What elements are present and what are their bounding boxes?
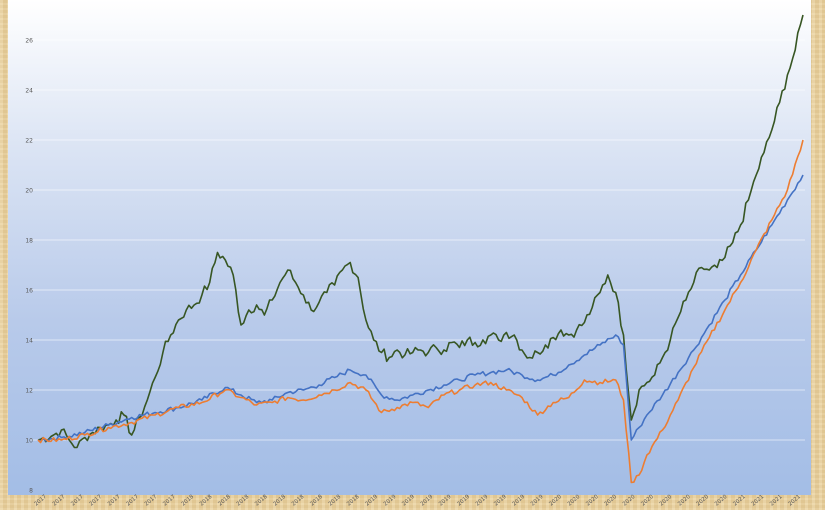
x-tick-label: 2017: [144, 494, 159, 508]
x-tick-label: 2019: [420, 494, 435, 508]
x-tick-label: 2020: [567, 494, 582, 508]
x-tick-label: 2018: [236, 494, 251, 508]
x-tick-label: 2020: [640, 494, 655, 508]
x-tick-label: 2018: [254, 494, 269, 508]
x-tick-label: 2020: [695, 494, 710, 508]
plot-area: [8, 0, 811, 495]
series-line-2: [37, 174, 804, 443]
y-tick-label: 18: [25, 238, 33, 245]
series-line-3: [37, 139, 804, 484]
y-tick-label: 24: [25, 88, 33, 95]
x-tick-label: 2017: [89, 494, 104, 508]
x-tick-label: 2020: [659, 494, 674, 508]
x-tick-label: 2017: [52, 494, 67, 508]
y-tick-label: 12: [25, 388, 33, 395]
x-tick-label: 2020: [622, 494, 637, 508]
x-tick-label: 2018: [328, 494, 343, 508]
y-tick-label: 8: [29, 488, 33, 495]
x-tick-label: 2018: [181, 494, 196, 508]
x-tick-label: 2018: [273, 494, 288, 508]
x-tick-label: 2020: [714, 494, 729, 508]
y-tick-label: 22: [25, 138, 33, 145]
x-tick-label: 2017: [162, 494, 177, 508]
x-tick-label: 2020: [585, 494, 600, 508]
x-tick-label: 2020: [548, 494, 563, 508]
x-tick-label: 2017: [33, 494, 48, 508]
x-tick-label: 2021: [787, 494, 802, 508]
x-tick-label: 2017: [70, 494, 85, 508]
series-line-1: [37, 14, 804, 449]
y-tick-label: 20: [25, 188, 33, 195]
x-tick-label: 2019: [475, 494, 490, 508]
x-tick-label: 2021: [769, 494, 784, 508]
x-tick-label: 2019: [456, 494, 471, 508]
x-tick-label: 2019: [401, 494, 416, 508]
x-tick-label: 2021: [732, 494, 747, 508]
x-tick-label: 2018: [199, 494, 214, 508]
x-tick-label: 2020: [604, 494, 619, 508]
x-tick-label: 2019: [438, 494, 453, 508]
x-tick-label: 2019: [364, 494, 379, 508]
x-tick-label: 2018: [309, 494, 324, 508]
x-tick-label: 2019: [512, 494, 527, 508]
y-tick-label: 26: [25, 38, 33, 45]
y-tick-label: 16: [25, 288, 33, 295]
x-tick-label: 2018: [346, 494, 361, 508]
x-tick-label: 2020: [677, 494, 692, 508]
x-tick-label: 2019: [493, 494, 508, 508]
x-tick-label: 2019: [383, 494, 398, 508]
x-tick-label: 2017: [125, 494, 140, 508]
x-tick-label: 2019: [530, 494, 545, 508]
y-tick-label: 10: [25, 438, 33, 445]
y-tick-label: 14: [25, 338, 33, 345]
x-tick-label: 2018: [291, 494, 306, 508]
x-tick-label: 2017: [107, 494, 122, 508]
x-tick-label: 2018: [217, 494, 232, 508]
x-tick-label: 2021: [751, 494, 766, 508]
